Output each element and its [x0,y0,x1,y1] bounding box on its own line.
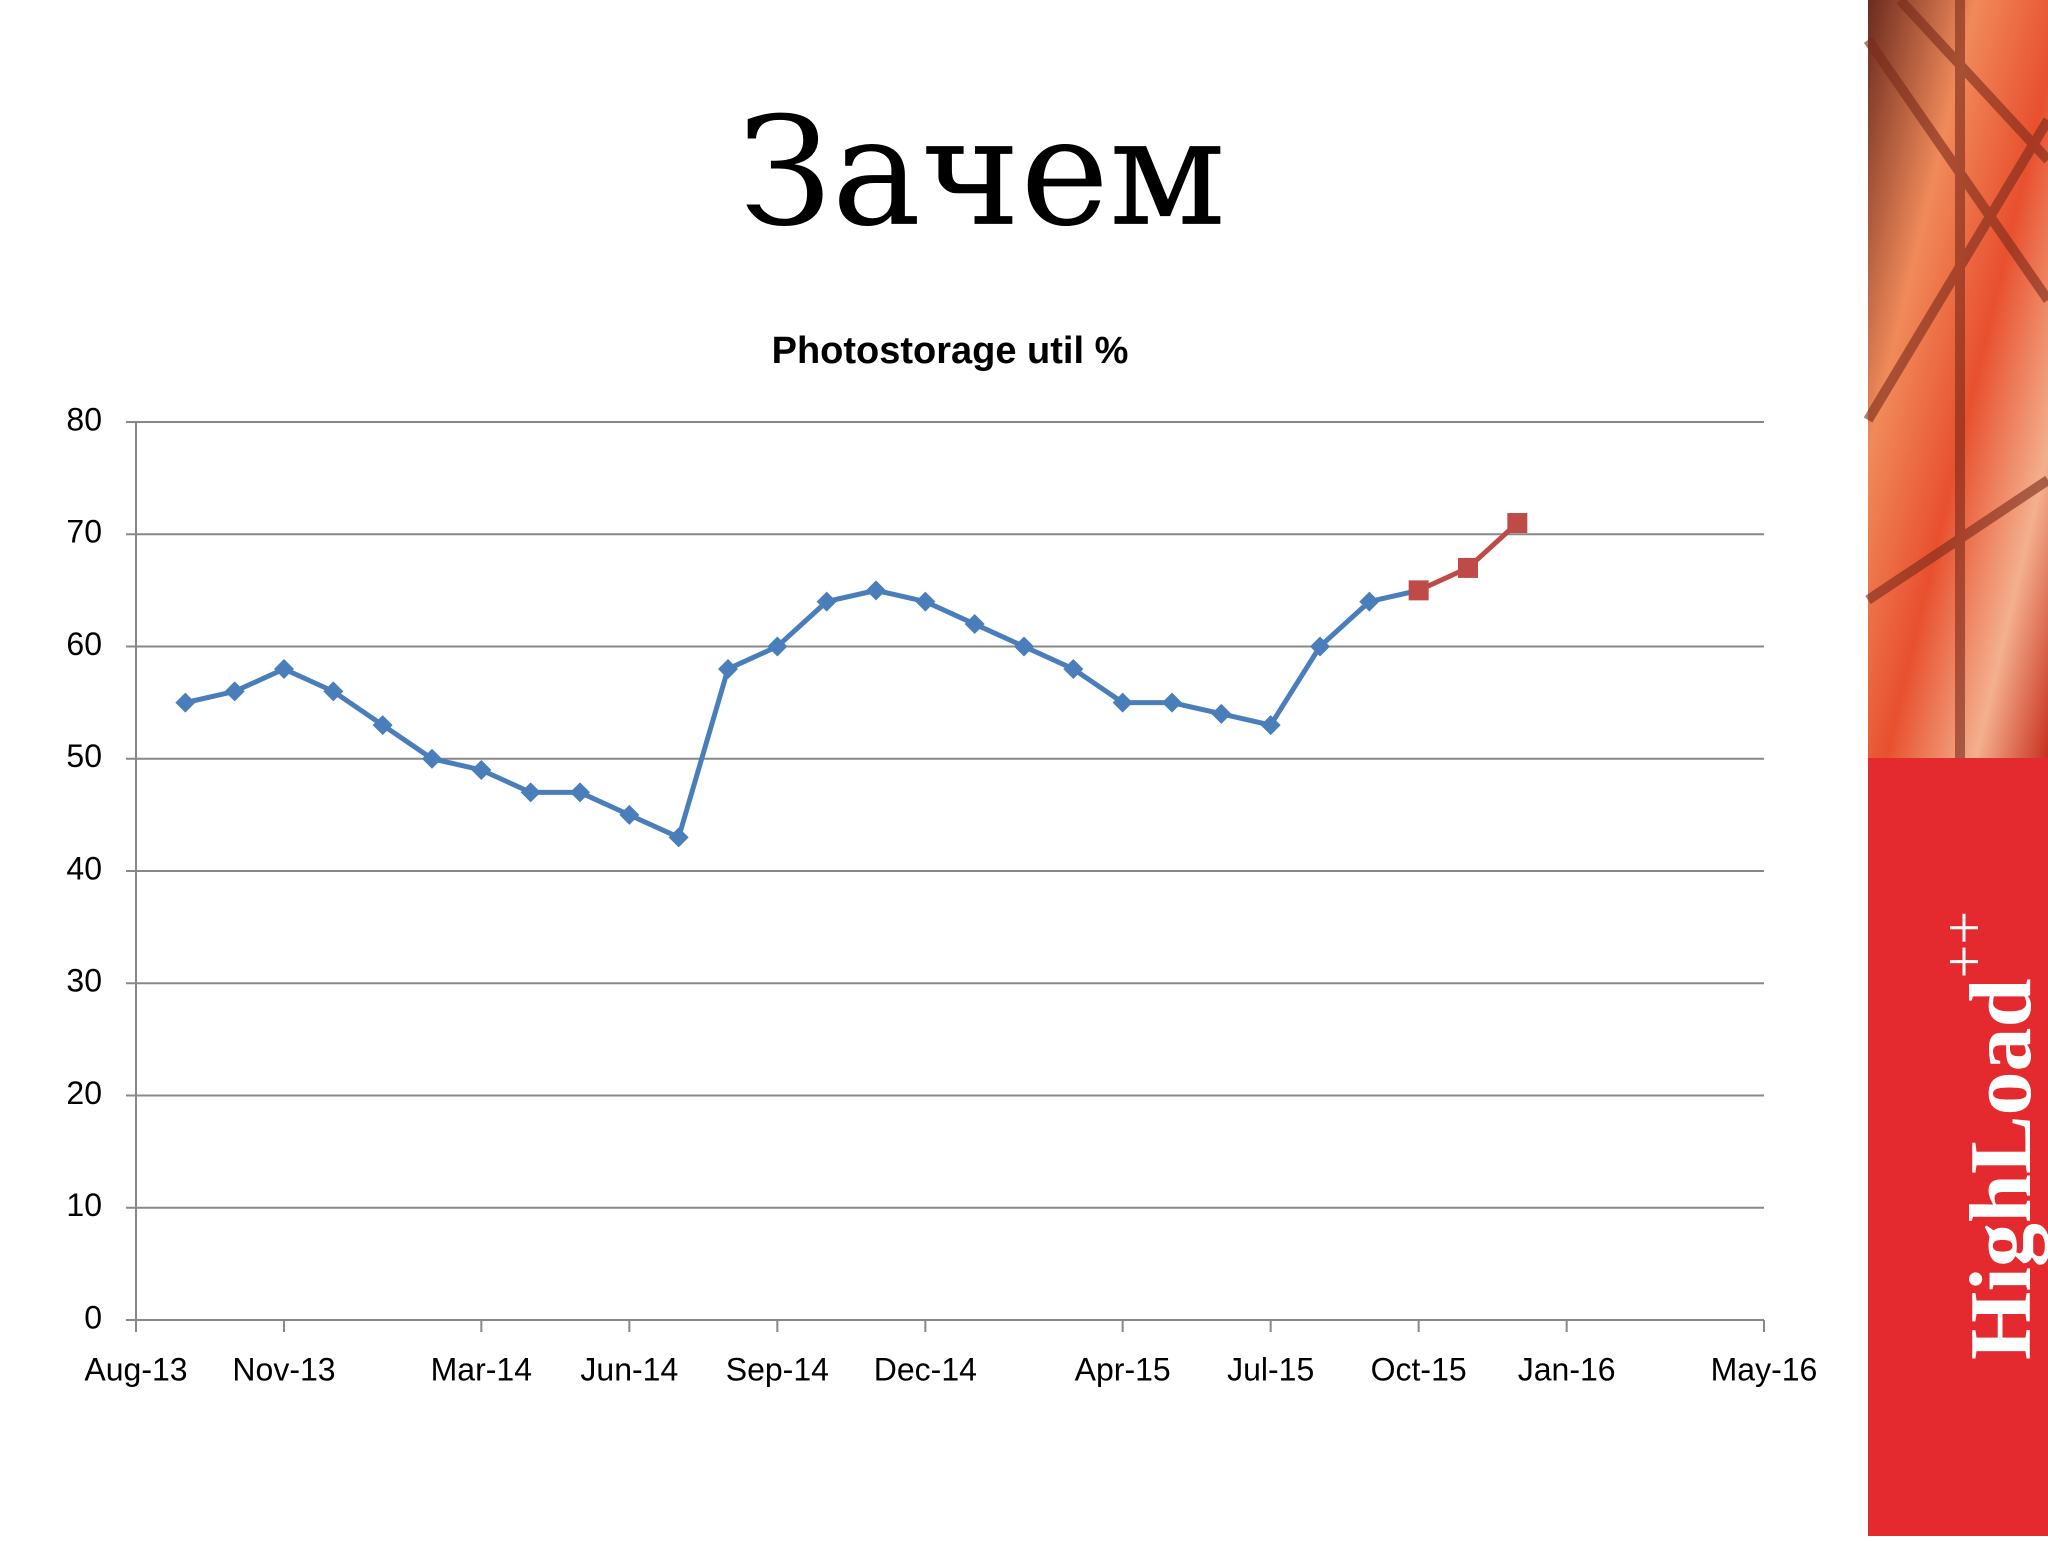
marker [471,759,492,780]
marker [570,782,590,803]
x-tick-label: Jul-15 [1227,1351,1314,1387]
brand-logo: HighLoad++ [1931,911,2048,1360]
marker [1063,658,1084,679]
marker [323,681,344,702]
x-tick-label: Sep-14 [726,1351,829,1387]
y-tick-label: 80 [66,401,102,437]
y-tick-label: 50 [66,738,102,774]
x-tick-label: May-16 [1711,1351,1818,1387]
x-tick-label: Oct-15 [1371,1351,1467,1387]
y-tick-label: 30 [66,963,102,999]
y-tick-label: 20 [66,1075,102,1111]
marker [1162,692,1182,713]
marker [224,681,245,702]
marker [1260,715,1281,736]
x-tick-label: Mar-14 [431,1351,532,1387]
x-tick-label: Aug-13 [84,1351,187,1387]
y-tick-label: 40 [66,850,102,886]
slide-title: Зачем [738,86,1226,260]
brand-sup: ++ [1931,911,1997,979]
marker [175,692,196,713]
marker [816,591,837,612]
x-tick-label: Dec-14 [874,1351,977,1387]
decoration-lines [1863,0,2048,758]
marker [718,658,738,679]
chart-title: Photostorage util % [772,330,1129,372]
marker [422,748,442,769]
marker [619,804,640,825]
marker [1408,580,1429,601]
marker [372,715,393,736]
marker [1359,591,1380,612]
brand-panel [1868,758,2048,1536]
x-tick-label: Jun-14 [580,1351,678,1387]
x-tick-label: Apr-15 [1075,1351,1171,1387]
marker [866,580,886,601]
marker [767,636,788,657]
marker [668,827,689,848]
marker [1112,692,1133,713]
line [1417,521,1520,593]
y-tick-label: 60 [66,626,102,662]
x-tick-label: Jan-16 [1518,1351,1616,1387]
marker [964,614,985,635]
line [184,587,1420,841]
marker [1507,513,1528,534]
y-tick-label: 70 [66,514,102,550]
y-tick-label: 0 [84,1299,102,1335]
y-tick-label: 10 [66,1187,102,1223]
marker [1458,557,1478,578]
marker [1310,636,1330,657]
marker [1014,636,1034,657]
marker [1211,703,1232,724]
marker [274,658,294,679]
marker [915,591,936,612]
brand-name: HighLoad [1953,979,2048,1360]
marker [520,782,541,803]
x-tick-label: Nov-13 [232,1351,335,1387]
